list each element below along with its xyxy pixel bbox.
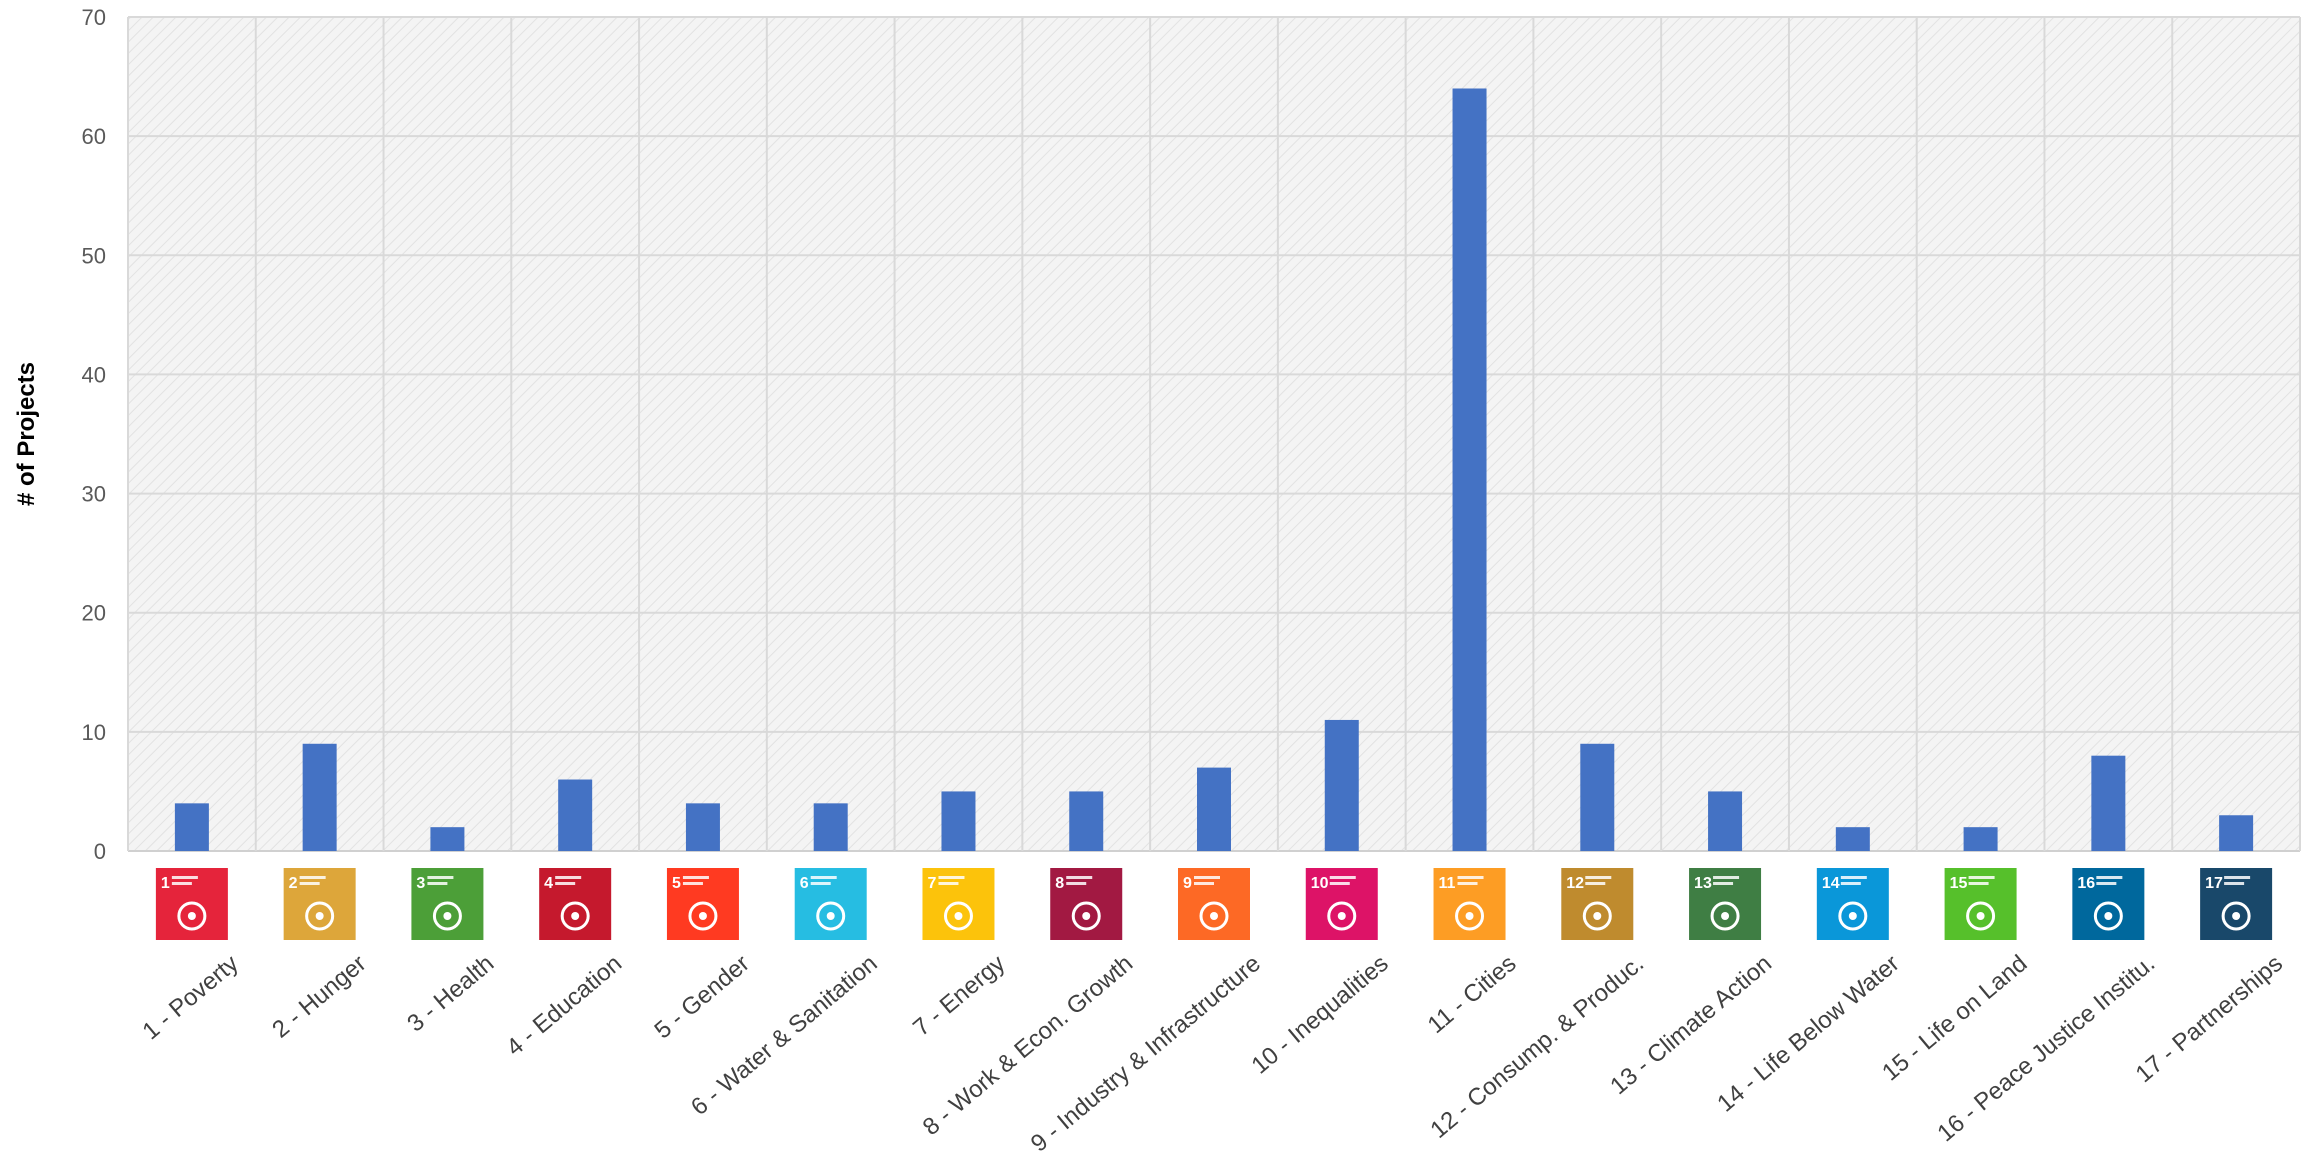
bar bbox=[1580, 743, 1615, 851]
bar bbox=[813, 803, 848, 851]
life-on-land-icon: 15 bbox=[1944, 868, 2017, 940]
bar bbox=[1452, 88, 1487, 851]
climate-action-icon: 13 bbox=[1689, 868, 1762, 940]
sdg-icon-number: 4 bbox=[544, 875, 553, 892]
x-tick-label: 12 - Consump. & Produc. bbox=[1425, 950, 1649, 1144]
y-axis-ticks: 0 10 20 30 40 50 60 70 bbox=[82, 5, 106, 864]
x-tick-label: 11 - Cities bbox=[1423, 950, 1522, 1039]
sdg-icon-number: 1 bbox=[161, 875, 170, 892]
responsible-consumption-icon: 12 bbox=[1561, 868, 1634, 940]
x-axis-labels: 1 - Poverty 2 - Hunger 3 - Health 4 - Educa… bbox=[137, 950, 2287, 1158]
reduced-inequalities-icon: 10 bbox=[1305, 868, 1378, 940]
sdg-icon-number: 12 bbox=[1566, 875, 1584, 892]
sdg-icon-number: 9 bbox=[1183, 875, 1192, 892]
life-below-water-icon: 14 bbox=[1816, 868, 1889, 940]
good-health-icon: 3 bbox=[411, 868, 484, 940]
peace-justice-icon: 16 bbox=[2072, 868, 2145, 940]
y-tick-label: 30 bbox=[82, 482, 106, 507]
sdg-icon-number: 15 bbox=[1950, 875, 1968, 892]
y-tick-label: 50 bbox=[82, 243, 106, 268]
y-tick-label: 20 bbox=[82, 601, 106, 626]
quality-education-icon: 4 bbox=[539, 868, 612, 940]
x-tick-label: 5 - Gender bbox=[650, 950, 755, 1044]
bar bbox=[558, 779, 593, 851]
bar bbox=[1197, 767, 1231, 851]
sdg-icon-number: 11 bbox=[1439, 875, 1456, 892]
clean-energy-icon: 7 bbox=[922, 868, 995, 940]
clean-water-icon: 6 bbox=[794, 868, 867, 940]
sdg-icon-number: 6 bbox=[800, 875, 809, 892]
x-tick-label: 8 - Work & Econ. Growth bbox=[918, 950, 1138, 1141]
industry-innovation-icon: 9 bbox=[1178, 868, 1250, 940]
sdg-icon-number: 3 bbox=[416, 875, 425, 892]
bar bbox=[685, 803, 720, 851]
plot-area bbox=[128, 17, 2300, 851]
bar bbox=[1963, 827, 1998, 851]
no-poverty-icon: 1 bbox=[155, 868, 228, 940]
bar bbox=[2091, 755, 2126, 851]
partnerships-icon: 17 bbox=[2200, 868, 2273, 940]
sdg-icon-number: 16 bbox=[2077, 875, 2095, 892]
zero-hunger-icon: 2 bbox=[283, 868, 356, 940]
x-tick-label: 3 - Health bbox=[402, 950, 499, 1038]
bar bbox=[2219, 815, 2254, 851]
sustainable-cities-icon: 11 bbox=[1433, 868, 1506, 940]
sdg-icon-number: 8 bbox=[1055, 875, 1064, 892]
x-tick-label: 7 - Energy bbox=[908, 950, 1010, 1042]
bar bbox=[1324, 719, 1359, 851]
bars bbox=[174, 88, 2254, 851]
bar bbox=[1835, 827, 1870, 851]
x-tick-label: 16 - Peace Justice Institu. bbox=[1932, 950, 2160, 1147]
y-tick-label: 10 bbox=[82, 720, 106, 745]
bar bbox=[941, 791, 976, 851]
sdg-icon-number: 14 bbox=[1822, 875, 1840, 892]
bar bbox=[1708, 791, 1743, 851]
bar bbox=[430, 827, 465, 851]
gender-equality-icon: 5 bbox=[666, 868, 739, 940]
bar bbox=[174, 803, 209, 851]
sdg-icon-number: 2 bbox=[289, 875, 298, 892]
y-tick-label: 0 bbox=[94, 839, 106, 864]
x-tick-label: 4 - Education bbox=[501, 950, 627, 1062]
y-axis-label: # of Projects bbox=[13, 362, 40, 506]
x-tick-label: 9 - Industry & Infrastructure bbox=[1026, 950, 1266, 1158]
decent-work-icon: 8 bbox=[1050, 868, 1123, 940]
bar bbox=[302, 743, 337, 851]
sdg-icon-number: 7 bbox=[927, 875, 936, 892]
y-tick-label: 40 bbox=[82, 362, 106, 387]
y-tick-label: 60 bbox=[82, 124, 106, 149]
gridlines bbox=[127, 16, 2301, 852]
sdg-icon-number: 10 bbox=[1311, 875, 1329, 892]
x-tick-label: 10 - Inequalities bbox=[1246, 950, 1393, 1080]
sdg-icon-number: 5 bbox=[672, 875, 681, 892]
sdg-icons: 1 2 3 4 5 6 7 8 9 10 11 12 13 14 15 16 17 bbox=[155, 868, 2273, 940]
x-tick-label: 1 - Poverty bbox=[137, 950, 243, 1045]
sdg-icon-number: 17 bbox=[2205, 875, 2223, 892]
x-tick-label: 2 - Hunger bbox=[267, 950, 371, 1044]
y-tick-label: 70 bbox=[82, 5, 106, 30]
sdg-icon-number: 13 bbox=[1694, 875, 1712, 892]
bar bbox=[1069, 791, 1104, 851]
